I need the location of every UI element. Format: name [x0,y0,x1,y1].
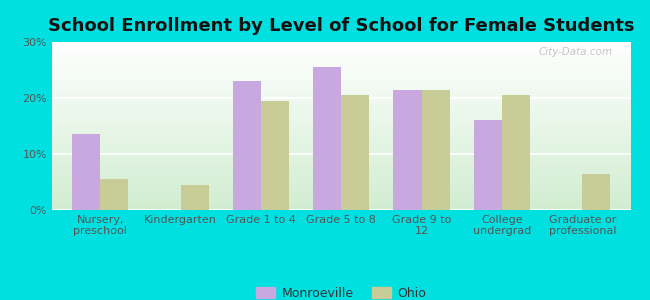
Bar [582,174,610,210]
Bar [233,81,261,210]
Bar [422,90,450,210]
Bar [393,90,422,210]
Bar [341,95,369,210]
Bar [313,67,341,210]
Bar [181,185,209,210]
Text: City-Data.com: City-Data.com [539,47,613,57]
Bar [100,179,128,210]
Bar [474,120,502,210]
Legend: Monroeville, Ohio: Monroeville, Ohio [252,281,431,300]
Bar [72,134,100,210]
Bar [261,101,289,210]
Bar [502,95,530,210]
Title: School Enrollment by Level of School for Female Students: School Enrollment by Level of School for… [48,17,634,35]
